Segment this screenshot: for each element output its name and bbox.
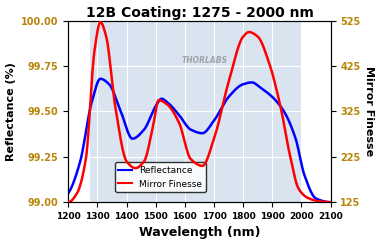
Y-axis label: Reflectance (%): Reflectance (%) xyxy=(6,62,16,161)
Legend: Reflectance, Mirror Finesse: Reflectance, Mirror Finesse xyxy=(115,162,206,192)
Bar xyxy=(90,21,301,202)
Title: 12B Coating: 1275 - 2000 nm: 12B Coating: 1275 - 2000 nm xyxy=(86,6,314,20)
Y-axis label: Mirror Finesse: Mirror Finesse xyxy=(364,66,374,157)
Text: THORLABS: THORLABS xyxy=(182,56,228,65)
X-axis label: Wavelength (nm): Wavelength (nm) xyxy=(139,226,260,239)
